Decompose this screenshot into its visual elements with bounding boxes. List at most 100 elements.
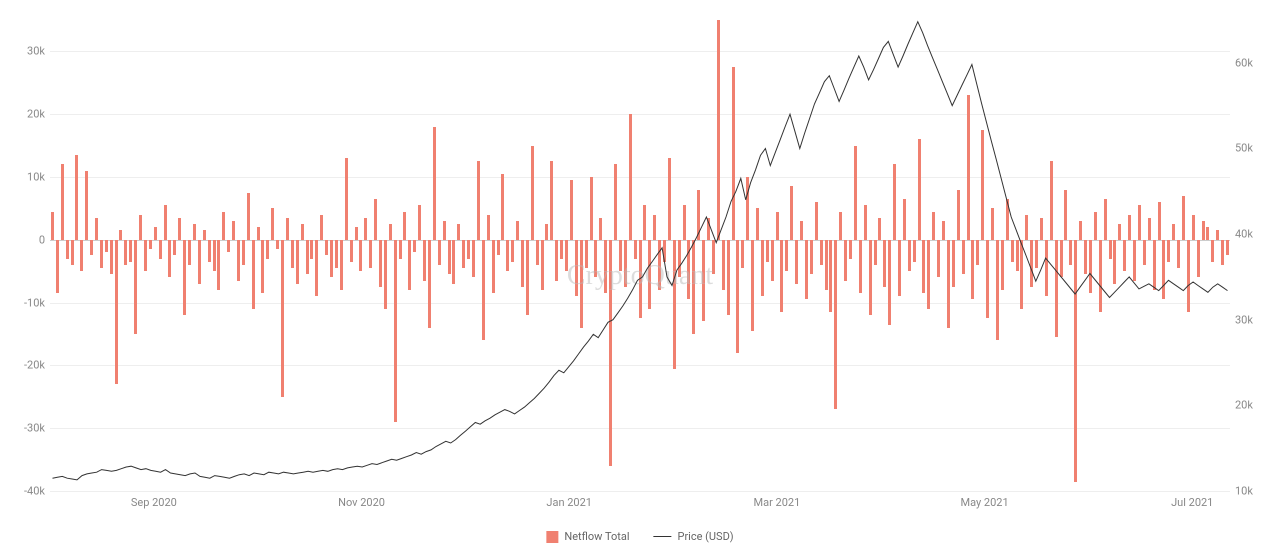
netflow-bar [325,240,328,256]
netflow-bar [188,240,191,265]
netflow-bar [276,240,279,249]
netflow-bar [619,240,622,271]
netflow-bar [472,240,475,278]
netflow-bar [1182,196,1185,240]
netflow-bar [678,240,681,278]
netflow-bar [565,240,568,271]
netflow-bar [100,240,103,268]
netflow-bar [825,240,828,290]
netflow-bar [839,212,842,240]
netflow-bar [1226,240,1229,256]
netflow-bar [438,240,441,265]
netflow-bar [609,240,612,466]
legend-swatch-line-icon [654,536,672,537]
netflow-bar [477,161,480,240]
netflow-bar [1055,240,1058,337]
netflow-bar [614,164,617,239]
netflow-bar [340,240,343,290]
netflow-bar [1050,161,1053,240]
x-tick-label: Nov 2020 [338,496,385,509]
netflow-bar [1045,240,1048,297]
netflow-bar [1030,240,1033,287]
legend-item-price: Price (USD) [654,530,734,543]
netflow-bar [379,240,382,287]
netflow-bar [85,171,88,240]
netflow-bar [335,240,338,268]
netflow-bar [952,240,955,287]
netflow-bar [668,158,671,240]
netflow-bar [129,240,132,262]
netflow-bar [448,240,451,275]
netflow-bar [124,240,127,265]
netflow-bar [653,215,656,240]
netflow-bar [286,218,289,240]
netflow-bar [815,202,818,240]
netflow-bar [80,240,83,271]
netflow-bar [482,240,485,340]
netflow-bar [913,240,916,262]
netflow-bar [261,240,264,293]
netflow-bar [776,212,779,240]
netflow-bar [1143,240,1146,265]
netflow-bar [712,240,715,275]
netflow-bar [741,240,744,268]
netflow-bar [624,240,627,287]
netflow-bar [516,221,519,240]
netflow-bar [927,240,930,309]
netflow-bar [1113,240,1116,284]
y-left-tick-label: 20k [5,108,45,121]
netflow-bar [1118,224,1121,240]
netflow-bar [849,240,852,259]
netflow-bar [467,240,470,259]
netflow-bar [208,240,211,262]
netflow-bar [418,205,421,240]
netflow-bar [756,208,759,239]
netflow-bar [198,240,201,284]
netflow-bar [1221,240,1224,265]
netflow-bar [962,240,965,275]
netflow-bar [178,218,181,240]
netflow-bar [90,240,93,256]
y-left-tick-label: -10k [5,296,45,309]
netflow-bar [594,240,597,278]
netflow-bar [75,155,78,240]
netflow-bar [105,240,108,253]
netflow-bar [1094,212,1097,240]
netflow-bar [536,240,539,265]
netflow-bar [355,227,358,240]
netflow-bar [1079,221,1082,240]
netflow-bar [697,190,700,240]
netflow-bar [369,240,372,268]
netflow-bar [296,240,299,284]
netflow-bar [168,240,171,278]
netflow-bar [119,230,122,239]
netflow-bar [996,240,999,340]
legend-label-price: Price (USD) [678,530,734,543]
netflow-bar [795,240,798,284]
netflow-bar [922,240,925,293]
netflow-bar [673,240,676,369]
y-right-tick-label: 60k [1235,56,1275,69]
netflow-bar [687,240,690,300]
netflow-bar [820,240,823,265]
netflow-bar [937,240,940,278]
netflow-bar [585,240,588,268]
netflow-bar [193,224,196,240]
netflow-bar [413,240,416,253]
netflow-bar [237,240,240,281]
netflow-bar [991,208,994,239]
netflow-bar [350,240,353,262]
netflow-bar [560,240,563,259]
netflow-bar [487,215,490,240]
y-left-tick-label: -40k [5,485,45,498]
netflow-bar [1177,240,1180,268]
netflow-bar [315,240,318,297]
netflow-bar [310,240,313,259]
netflow-bar [550,161,553,240]
netflow-bar [1197,240,1200,278]
netflow-bar [541,240,544,290]
netflow-bar [1099,240,1102,312]
netflow-bar [492,240,495,293]
netflow-bar [51,212,54,240]
netflow-bar [242,240,245,265]
